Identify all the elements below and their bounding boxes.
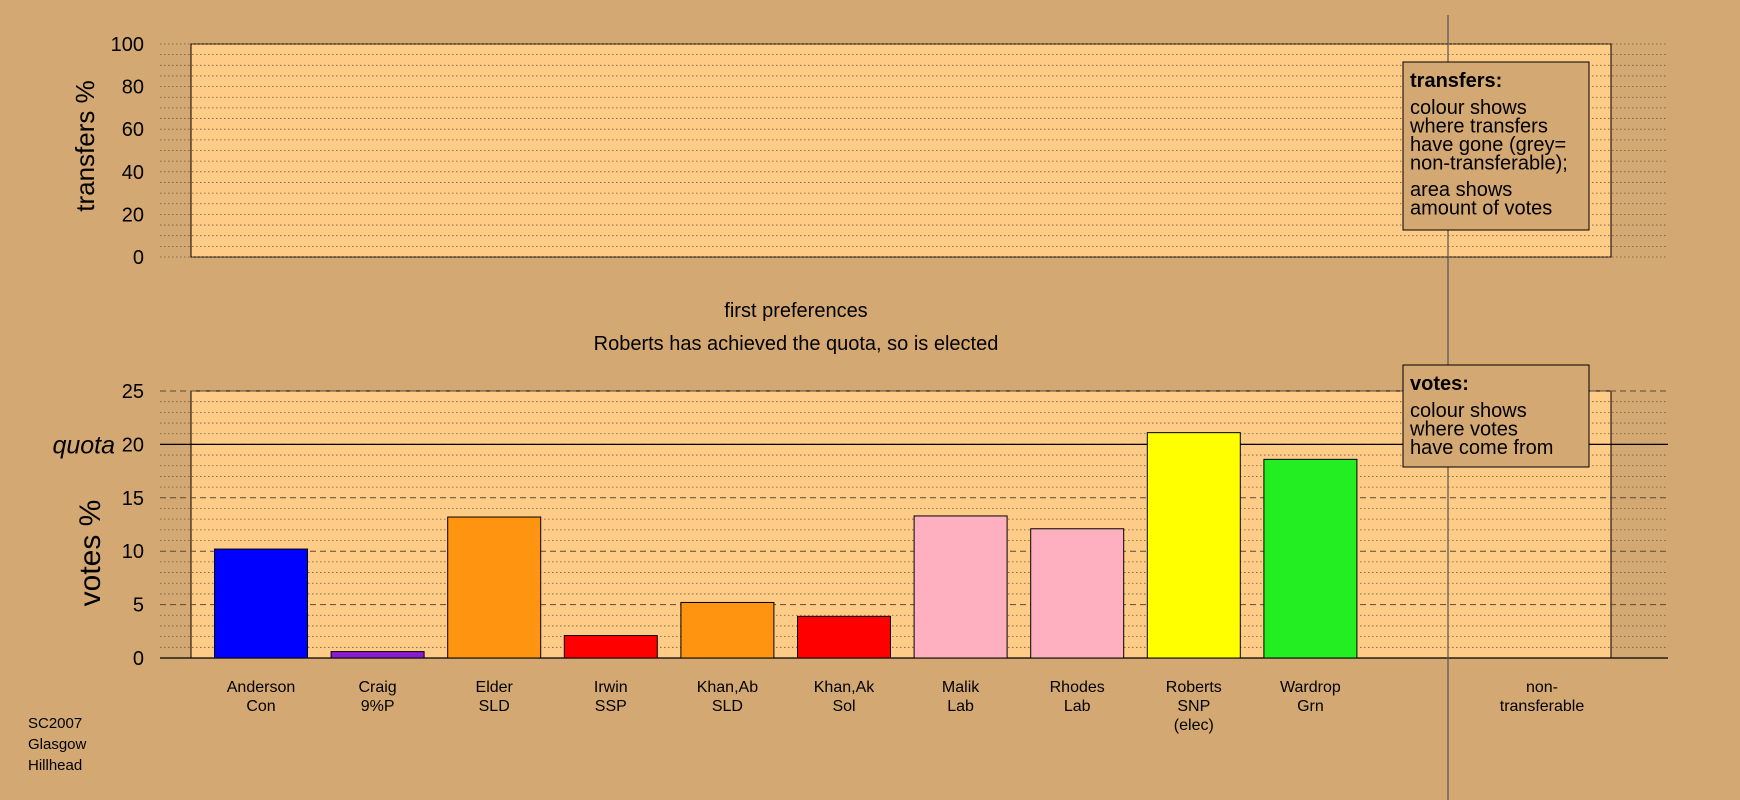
bar [797, 615, 891, 659]
legend-text: where transfers [1409, 116, 1548, 138]
bar [563, 635, 658, 659]
x-category-label: Lab [1064, 698, 1091, 715]
bar [1030, 528, 1125, 659]
x-category-label: Khan,Ab [697, 679, 758, 696]
x-category-label: SSP [595, 698, 627, 715]
legend-text: colour shows [1410, 97, 1527, 119]
votes-y-tick-label: 15 [122, 488, 144, 510]
x-category-label: SLD [712, 698, 743, 715]
votes-y-tick-label: 5 [133, 595, 144, 617]
votes-y-tick-label: 0 [133, 648, 144, 670]
bar [1146, 432, 1241, 659]
x-category-label: Craig [358, 679, 396, 696]
footer-line: Glasgow [28, 736, 87, 753]
bar [1263, 458, 1358, 659]
bar [447, 516, 542, 659]
x-category-label: Roberts [1166, 679, 1222, 696]
bar [214, 548, 308, 659]
bar [913, 515, 1008, 659]
x-category-label: SNP [1177, 698, 1210, 715]
legend-text: non-transferable); [1410, 153, 1568, 175]
legend-box [1402, 61, 1590, 231]
footer-line: Hillhead [28, 757, 82, 774]
x-category-label: Anderson [227, 679, 296, 696]
bar [680, 601, 775, 659]
votes-bars [214, 432, 1358, 659]
votes-x-labels: Anderson Con Craig 9%P Elder SLD Irwin SSP Khan,… [227, 679, 1585, 734]
transfers-y-tick-label: 100 [111, 34, 144, 56]
transfers-y-tick-label: 80 [122, 77, 144, 99]
legend-text: amount of votes [1410, 198, 1552, 220]
footer-label: SC2007 Glasgow Hillhead [28, 715, 87, 774]
legend-title: votes: [1410, 373, 1469, 395]
votes-y-tick-label: 20 [122, 434, 144, 456]
votes-y-tick-label: 25 [122, 381, 144, 403]
quota-label: quota [52, 431, 115, 459]
transfers-y-tick-label: 0 [133, 247, 144, 269]
votes-plot-area [190, 390, 1612, 659]
legend-title: transfers: [1410, 70, 1502, 92]
nontransferable-label: transferable [1500, 698, 1585, 715]
x-category-label: Malik [942, 679, 980, 696]
x-category-label: Irwin [594, 679, 628, 696]
legend-text: colour shows [1410, 400, 1527, 422]
transfers-y-ticks: 0 20 40 60 80 100 [111, 34, 144, 269]
transfers-panel: 0 20 40 60 80 100 transfers % [70, 34, 1668, 269]
transfers-y-axis-label: transfers % [70, 80, 100, 212]
x-category-label: Grn [1297, 698, 1324, 715]
bar [330, 651, 425, 659]
legend-box [1402, 364, 1590, 468]
chart-title: first preferences [724, 300, 867, 322]
x-category-label: SLD [479, 698, 510, 715]
legend-text: area shows [1410, 179, 1512, 201]
x-category-label: Elder [476, 679, 514, 696]
transfers-y-tick-label: 60 [122, 119, 144, 141]
x-category-label: Con [246, 698, 275, 715]
x-category-label: Wardrop [1280, 679, 1341, 696]
transfers-y-tick-label: 20 [122, 204, 144, 226]
nontransferable-label: non- [1526, 679, 1558, 696]
legend-text: where votes [1409, 419, 1518, 441]
legend-text: have gone (grey= [1410, 134, 1566, 156]
x-category-label: Sol [832, 698, 855, 715]
x-category-label: Khan,Ak [814, 679, 875, 696]
votes-y-ticks: 0 5 10 15 20 25 [122, 381, 144, 670]
legend-text: have come from [1410, 437, 1553, 459]
votes-y-tick-label: 10 [122, 541, 144, 563]
x-category-label: Lab [947, 698, 974, 715]
transfers-y-tick-label: 40 [122, 162, 144, 184]
votes-y-axis-label: votes % [74, 500, 107, 607]
chart-subtitle: Roberts has achieved the quota, so is el… [594, 333, 999, 355]
x-category-label: (elec) [1174, 717, 1214, 734]
x-category-label: Rhodes [1050, 679, 1105, 696]
footer-line: SC2007 [28, 715, 82, 732]
x-category-label: 9%P [361, 698, 395, 715]
